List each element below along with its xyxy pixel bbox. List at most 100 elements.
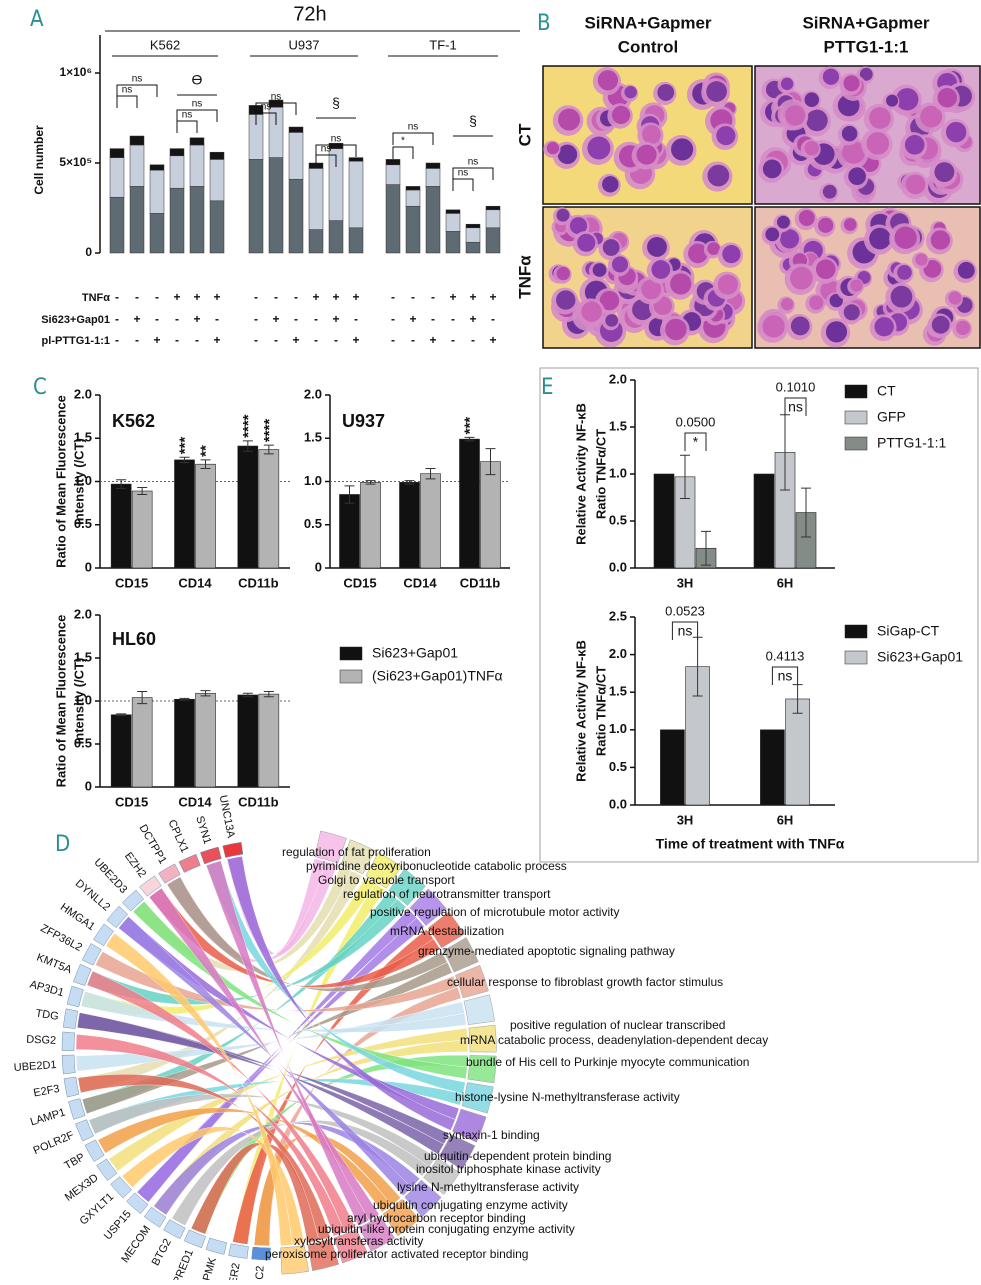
term-label: ubiquitin-like protein conjugating enzym… xyxy=(318,1222,575,1236)
cell-nucleus xyxy=(934,162,955,183)
legend-label: PTTG1-1:1 xyxy=(877,435,946,451)
bar-segment xyxy=(129,186,145,254)
gene-arc xyxy=(183,1229,206,1249)
y-tick-label: 1.0 xyxy=(74,692,92,707)
condition-sign: + xyxy=(213,290,220,304)
y-axis-label: Relative Activity NF-κB xyxy=(573,403,588,545)
error-bar xyxy=(464,436,475,442)
gene-label: ZFP36L2 xyxy=(38,922,84,954)
condition-sign: - xyxy=(115,290,119,304)
significance-label: § xyxy=(332,95,340,111)
bar-segment xyxy=(405,205,421,254)
significance-bracket xyxy=(684,432,707,451)
bar-segment xyxy=(445,209,461,214)
y-axis-label: Ratio TNFα/CT xyxy=(593,666,608,756)
condition-sign: + xyxy=(469,290,476,304)
condition-sign: + xyxy=(193,290,200,304)
term-arc xyxy=(359,1215,395,1252)
condition-sign: + xyxy=(352,290,359,304)
x-tick-label: CD11b xyxy=(238,575,279,590)
significance-label: ns xyxy=(408,122,419,133)
condition-sign: - xyxy=(135,333,139,347)
y-tick-label: 0 xyxy=(85,559,92,574)
bar-segment xyxy=(485,209,501,229)
gene-arc xyxy=(222,841,244,858)
condition-sign: + xyxy=(292,333,299,347)
significance-bracket xyxy=(176,120,198,133)
cell-nucleus xyxy=(850,279,863,292)
term-arc xyxy=(463,994,495,1025)
error-bar xyxy=(116,713,127,717)
term-arc xyxy=(365,852,402,889)
bar-segment xyxy=(169,155,185,189)
bar-segment xyxy=(465,241,481,254)
significance-bracket xyxy=(116,95,138,108)
cell-nucleus xyxy=(722,245,741,264)
condition-sign: - xyxy=(274,333,278,347)
y-axis-label: Ratio TNFα/CT xyxy=(593,429,608,519)
x-tick-label: CD15 xyxy=(115,575,148,590)
error-bar xyxy=(179,456,190,463)
bar-segment xyxy=(209,159,225,202)
bar-segment xyxy=(485,205,501,211)
significance-label: ns xyxy=(132,74,143,85)
error-bar xyxy=(263,444,274,455)
gene-arc xyxy=(75,1119,94,1142)
chord-ribbon xyxy=(205,860,370,1227)
term-arc xyxy=(388,868,426,906)
cell-nucleus xyxy=(904,134,925,155)
bar-segment xyxy=(425,168,441,187)
significance-label: ϴ xyxy=(192,72,203,88)
cell-nucleus xyxy=(955,320,971,335)
condition-sign: - xyxy=(491,312,495,326)
panel-label: E xyxy=(541,375,554,400)
bar-segment xyxy=(308,229,324,254)
term-arc xyxy=(452,1108,487,1143)
cell-nucleus xyxy=(897,265,912,280)
legend-swatch xyxy=(844,624,868,639)
bar-segment xyxy=(169,148,185,157)
y-tick-label: 2.0 xyxy=(74,386,92,401)
bar-segment xyxy=(425,186,441,254)
condition-sign: + xyxy=(489,290,496,304)
cell-nucleus xyxy=(915,253,928,266)
term-arc xyxy=(423,1157,461,1195)
y-tick-label: 0.5 xyxy=(609,512,627,527)
significance-label: ns xyxy=(678,623,693,639)
cell-nucleus xyxy=(602,239,620,256)
cell-nucleus xyxy=(765,227,780,242)
cell-nucleus xyxy=(859,67,873,81)
panel-label: C xyxy=(33,375,47,400)
bar-segment xyxy=(109,148,125,158)
significance-label: ns xyxy=(778,668,793,684)
error-bar xyxy=(179,697,190,701)
bar-segment xyxy=(248,159,264,254)
cell-nucleus xyxy=(790,266,813,290)
significance-bracket xyxy=(176,109,218,122)
term-arc xyxy=(409,888,447,926)
cell-nucleus xyxy=(707,164,730,187)
bar xyxy=(174,459,195,569)
significance-label: ns xyxy=(331,134,342,145)
x-tick-label: CD11b xyxy=(238,794,279,809)
gene-label: CPLX1 xyxy=(165,818,190,855)
significance-bracket xyxy=(784,397,807,416)
gene-arc xyxy=(106,905,129,929)
chord-ribbon xyxy=(75,1034,345,1237)
cell-nucleus xyxy=(804,92,820,108)
legend-swatch xyxy=(339,669,363,684)
condition-sign: - xyxy=(115,333,119,347)
bar-segment xyxy=(149,169,165,214)
chord-ribbon xyxy=(166,876,448,992)
condition-sign: - xyxy=(411,333,415,347)
y-tick-label: 1.0 xyxy=(74,473,92,488)
condition-sign: - xyxy=(451,333,455,347)
gene-label: POLR2F xyxy=(32,1129,76,1157)
significance-label: ns xyxy=(122,85,133,96)
condition-sign: - xyxy=(115,312,119,326)
condition-sign: - xyxy=(155,312,159,326)
error-bar xyxy=(801,487,811,538)
cell-nucleus xyxy=(569,217,588,235)
cell-nucleus xyxy=(762,315,785,338)
